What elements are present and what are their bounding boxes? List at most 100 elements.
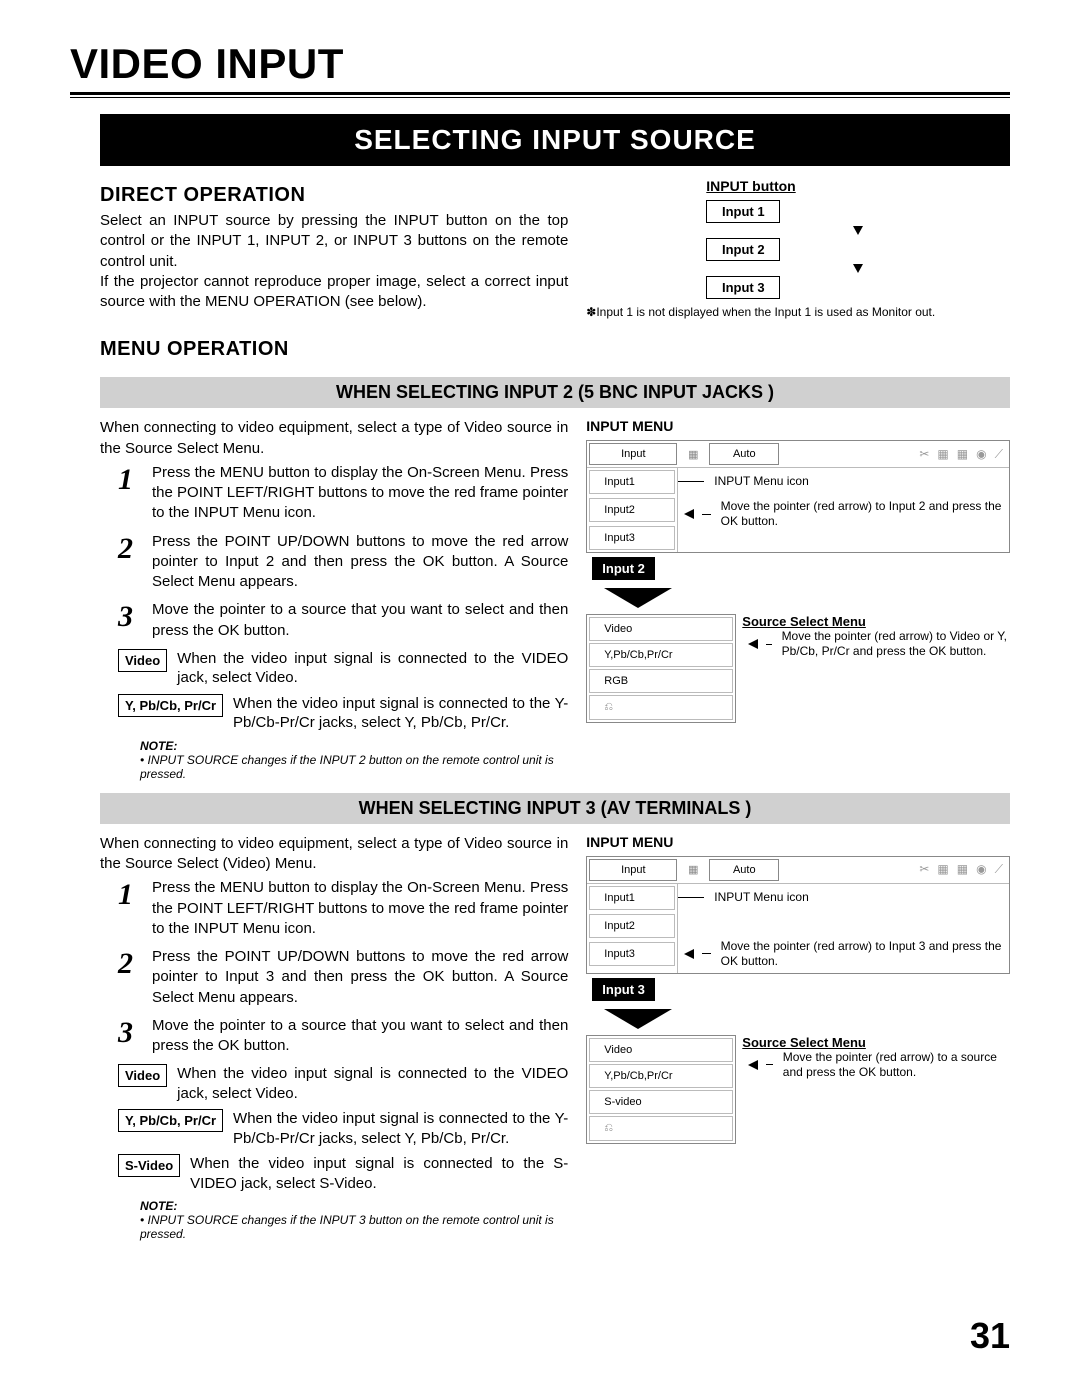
rule-thick xyxy=(70,92,1010,95)
annot-pointer: Move the pointer (red arrow) to Input 3 … xyxy=(721,939,1005,969)
menu-icon: ▦ xyxy=(957,862,968,877)
ss-exit-icon: ⎌ xyxy=(589,1116,733,1141)
annot-input-icon: INPUT Menu icon xyxy=(714,890,808,905)
input-list-item: Input1 xyxy=(589,470,675,494)
menu-tab-input: Input xyxy=(589,443,677,465)
ss-item: Y,Pb/Cb,Pr/Cr xyxy=(589,1064,733,1088)
av-intro: When connecting to video equipment, sele… xyxy=(100,834,568,875)
down-arrow-icon xyxy=(853,264,863,273)
input-button-title: INPUT button xyxy=(706,178,1010,194)
step-number: 2 xyxy=(118,532,140,593)
rule-thin xyxy=(70,97,1010,98)
step-number: 2 xyxy=(118,947,140,1008)
direct-op-p1: Select an INPUT source by pressing the I… xyxy=(100,211,568,272)
menu-op-heading: MENU OPERATION xyxy=(100,338,568,361)
input-list-item: Input3 xyxy=(589,942,675,966)
left-arrow-icon xyxy=(684,509,694,519)
label-box-video: Video xyxy=(118,649,167,672)
input-button-diagram: INPUT button Input 1 Input 2 Input 3 xyxy=(706,178,1010,299)
bnc-intro: When connecting to video equipment, sele… xyxy=(100,418,568,459)
menu-icon: ▦ xyxy=(937,862,948,877)
label-row: S-Video When the video input signal is c… xyxy=(118,1154,568,1193)
step-text: Press the MENU button to display the On-… xyxy=(152,463,568,524)
step-row: 3 Move the pointer to a source that you … xyxy=(118,1016,568,1057)
step-row: 2 Press the POINT UP/DOWN buttons to mov… xyxy=(118,947,568,1008)
step-number: 3 xyxy=(118,1016,140,1057)
label-desc: When the video input signal is connected… xyxy=(190,1154,568,1193)
label-row: Y, Pb/Cb, Pr/Cr When the video input sig… xyxy=(118,694,568,733)
direct-op-p2: If the projector cannot reproduce proper… xyxy=(100,272,568,313)
step-row: 2 Press the POINT UP/DOWN buttons to mov… xyxy=(118,532,568,593)
label-desc: When the video input signal is connected… xyxy=(233,694,568,733)
ss-item: Video xyxy=(589,617,733,641)
step-text: Press the POINT UP/DOWN buttons to move … xyxy=(152,947,568,1008)
label-box-svideo: S-Video xyxy=(118,1154,180,1177)
source-select-panel: Video Y,Pb/Cb,Pr/Cr S-video ⎌ xyxy=(586,1035,736,1144)
input-list-item: Input2 xyxy=(589,498,675,522)
ss-title: Source Select Menu xyxy=(742,614,1010,629)
input-list-item: Input1 xyxy=(589,886,675,910)
menu-tab-auto: Auto xyxy=(709,859,779,881)
step-row: 1 Press the MENU button to display the O… xyxy=(118,878,568,939)
input-button-box: Input 3 xyxy=(706,276,780,299)
label-box-ypbcb: Y, Pb/Cb, Pr/Cr xyxy=(118,694,223,717)
ss-item: Video xyxy=(589,1038,733,1062)
page-title: VIDEO INPUT xyxy=(70,40,1010,88)
menu-icon: ▦ xyxy=(957,447,968,462)
note-heading: NOTE: xyxy=(140,1199,177,1213)
menu-icon: ◉ xyxy=(976,447,986,462)
menu-tab-auto: Auto xyxy=(709,443,779,465)
ss-title: Source Select Menu xyxy=(742,1035,1010,1050)
input-menu-title: INPUT MENU xyxy=(586,418,1010,434)
ss-item: Y,Pb/Cb,Pr/Cr xyxy=(589,643,733,667)
step-text: Move the pointer to a source that you wa… xyxy=(152,600,568,641)
menu-icon: ⟋ xyxy=(995,862,1003,877)
step-number: 3 xyxy=(118,600,140,641)
label-row: Video When the video input signal is con… xyxy=(118,649,568,688)
menu-tab-input: Input xyxy=(589,859,677,881)
star-note: ✽Input 1 is not displayed when the Input… xyxy=(586,305,1010,320)
input-tag: Input 2 xyxy=(592,557,655,580)
menu-icon-strip: ✂ ▦ ▦ ◉ ⟋ xyxy=(781,445,1009,464)
input-tag: Input 3 xyxy=(592,978,655,1001)
input-button-box: Input 2 xyxy=(706,238,780,261)
input-list-item: Input3 xyxy=(589,526,675,550)
ss-item: RGB xyxy=(589,669,733,693)
step-text: Press the POINT UP/DOWN buttons to move … xyxy=(152,532,568,593)
label-box-ypbcb: Y, Pb/Cb, Pr/Cr xyxy=(118,1109,223,1132)
label-row: Y, Pb/Cb, Pr/Cr When the video input sig… xyxy=(118,1109,568,1148)
step-number: 1 xyxy=(118,463,140,524)
input-button-box: Input 1 xyxy=(706,200,780,223)
ss-item: S-video xyxy=(589,1090,733,1114)
big-down-arrow-icon xyxy=(604,1009,672,1029)
input-menu-panel: Input ▦ Auto ✂ ▦ ▦ ◉ ⟋ Input1 Input2 Inp… xyxy=(586,440,1010,553)
label-desc: When the video input signal is connected… xyxy=(177,649,568,688)
left-arrow-icon xyxy=(684,949,694,959)
menu-icon: ⟋ xyxy=(995,447,1003,462)
input-list-item: Input2 xyxy=(589,914,675,938)
menu-icon: ◉ xyxy=(976,862,986,877)
step-row: 3 Move the pointer to a source that you … xyxy=(118,600,568,641)
source-select-panel: Video Y,Pb/Cb,Pr/Cr RGB ⎌ xyxy=(586,614,736,723)
left-arrow-icon xyxy=(748,1060,758,1070)
left-arrow-icon xyxy=(748,639,758,649)
step-text: Press the MENU button to display the On-… xyxy=(152,878,568,939)
label-box-video: Video xyxy=(118,1064,167,1087)
direct-op-heading: DIRECT OPERATION xyxy=(100,184,568,207)
section-bar: SELECTING INPUT SOURCE xyxy=(100,114,1010,166)
step-number: 1 xyxy=(118,878,140,939)
gray-bar-bnc: WHEN SELECTING INPUT 2 (5 BNC INPUT JACK… xyxy=(100,377,1010,408)
menu-icon-strip: ✂ ▦ ▦ ◉ ⟋ xyxy=(781,860,1009,879)
label-desc: When the video input signal is connected… xyxy=(233,1109,568,1148)
ss-exit-icon: ⎌ xyxy=(589,695,733,720)
menu-icon: ▦ xyxy=(937,447,948,462)
menu-icon: ✂ xyxy=(919,862,929,877)
page-number: 31 xyxy=(970,1315,1010,1357)
note-text: INPUT SOURCE changes if the INPUT 2 butt… xyxy=(140,753,554,781)
menu-icon: ✂ xyxy=(919,447,929,462)
note-text: INPUT SOURCE changes if the INPUT 3 butt… xyxy=(140,1213,554,1241)
note-block: NOTE: • INPUT SOURCE changes if the INPU… xyxy=(140,739,568,781)
input-menu-panel: Input ▦ Auto ✂ ▦ ▦ ◉ ⟋ Input1 Input2 Inp… xyxy=(586,856,1010,974)
note-heading: NOTE: xyxy=(140,739,177,753)
note-block: NOTE: • INPUT SOURCE changes if the INPU… xyxy=(140,1199,568,1241)
